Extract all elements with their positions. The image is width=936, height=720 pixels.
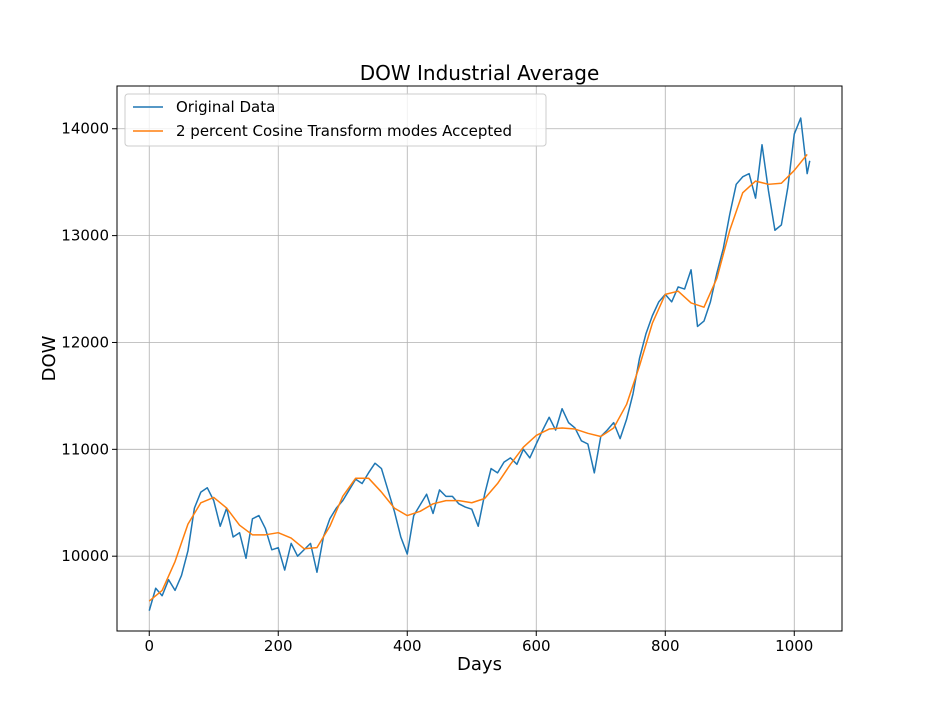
x-tick-label: 400 <box>393 637 422 655</box>
legend-label-cosine-transform: 2 percent Cosine Transform modes Accepte… <box>176 122 512 140</box>
legend-label-original-data: Original Data <box>176 98 275 116</box>
legend: Original Data 2 percent Cosine Transform… <box>124 93 547 147</box>
axis-ticks: 0 200 400 600 800 1000 10000 11000 12000 13000 140… <box>61 120 813 655</box>
y-tick-label: 14000 <box>61 120 109 138</box>
chart-title: DOW Industrial Average <box>360 61 600 85</box>
y-axis-label: DOW <box>39 335 60 381</box>
y-tick-label: 10000 <box>61 547 109 565</box>
x-tick-label: 0 <box>144 637 154 655</box>
x-tick-label: 800 <box>651 637 680 655</box>
series-line-cosine-transform <box>148 153 808 602</box>
grid-lines <box>117 86 842 631</box>
y-tick-label: 11000 <box>61 440 109 458</box>
plot-frame <box>116 85 843 632</box>
y-tick-label: 13000 <box>61 227 109 245</box>
x-tick-label: 200 <box>264 637 293 655</box>
x-tick-label: 600 <box>522 637 551 655</box>
legend-box <box>124 93 547 147</box>
x-axis-label: Days <box>457 654 502 675</box>
plot-area <box>148 117 811 611</box>
x-tick-label: 1000 <box>775 637 813 655</box>
y-tick-label: 12000 <box>61 333 109 351</box>
series-line-original-data <box>148 117 811 611</box>
